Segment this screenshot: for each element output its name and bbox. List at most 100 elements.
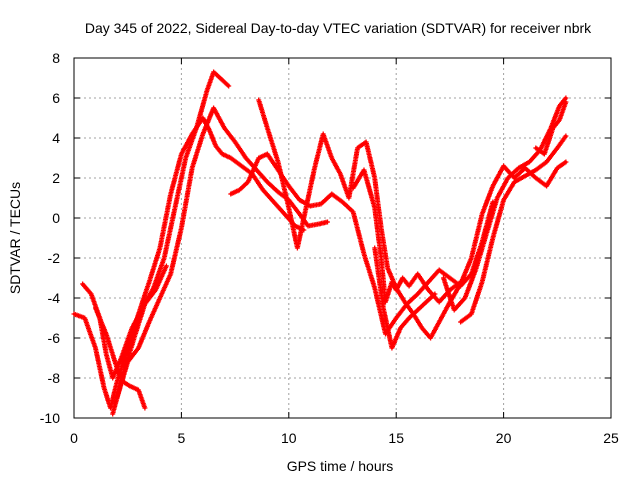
series-track-2: [80, 69, 232, 381]
y-tick-label: -10: [40, 410, 60, 426]
data-point: [158, 296, 162, 300]
data-point: [94, 346, 97, 350]
data-point: [143, 302, 147, 306]
data-point: [556, 166, 559, 170]
data-point: [276, 160, 280, 164]
data-point: [459, 280, 462, 284]
series-marks: [256, 97, 569, 341]
data-point: [390, 346, 394, 350]
data-point: [184, 156, 187, 160]
y-axis-label: SDTVAR / TECUs: [7, 182, 23, 294]
data-point: [169, 192, 172, 196]
data-point: [513, 180, 516, 184]
data-point: [81, 282, 84, 286]
data-point: [416, 292, 419, 296]
data-point: [330, 156, 333, 160]
data-point: [257, 98, 260, 102]
data-point: [416, 308, 419, 312]
data-point: [143, 406, 147, 410]
data-point: [386, 266, 389, 270]
data-point: [528, 160, 531, 164]
series-track-7: [256, 97, 569, 341]
data-point: [395, 316, 398, 320]
y-tick-label: -2: [48, 250, 61, 266]
data-point: [298, 212, 301, 216]
data-point: [90, 292, 93, 296]
data-point: [474, 268, 477, 272]
data-point: [407, 284, 411, 288]
data-point: [485, 232, 488, 236]
data-point: [287, 184, 290, 188]
data-point: [115, 396, 119, 400]
y-tick-label: 0: [52, 210, 60, 226]
data-point: [427, 280, 430, 284]
data-point: [238, 188, 241, 192]
data-point: [545, 184, 548, 188]
data-point: [287, 206, 290, 210]
data-point: [190, 166, 194, 170]
y-tick-label: 8: [52, 50, 60, 66]
data-point: [356, 146, 359, 150]
data-point: [442, 276, 445, 280]
data-point: [543, 152, 546, 156]
data-point: [261, 188, 265, 192]
x-tick-label: 25: [603, 430, 619, 446]
data-point: [459, 320, 462, 324]
data-point: [380, 226, 383, 230]
data-point: [257, 156, 260, 160]
series-track-11: [458, 133, 569, 325]
y-tick-label: 4: [52, 130, 60, 146]
grid-lines: [74, 58, 611, 418]
data-point: [154, 288, 157, 292]
data-point: [180, 226, 183, 230]
data-point: [373, 176, 376, 180]
data-point: [158, 246, 162, 250]
data-point: [214, 144, 217, 148]
data-point: [448, 276, 452, 280]
data-point: [102, 386, 106, 390]
data-point: [246, 180, 250, 184]
data-point: [126, 360, 129, 364]
data-point: [362, 168, 366, 172]
data-point: [266, 126, 269, 130]
data-point: [558, 104, 561, 108]
data-point: [403, 300, 406, 304]
series-marks: [114, 105, 330, 401]
data-point: [240, 164, 243, 168]
data-point: [283, 212, 286, 216]
data-point: [195, 126, 198, 130]
data-point: [395, 288, 398, 292]
data-point: [272, 200, 275, 204]
x-tick-label: 15: [388, 430, 404, 446]
data-point: [105, 332, 108, 336]
data-point: [390, 280, 394, 284]
data-point: [83, 316, 86, 320]
data-point: [201, 132, 205, 136]
x-tick-label: 5: [178, 430, 186, 446]
data-point: [319, 202, 323, 206]
data-point: [407, 316, 411, 320]
data-point: [545, 160, 548, 164]
data-point: [148, 320, 151, 324]
data-point: [470, 256, 473, 260]
series-track-12: [533, 99, 569, 157]
data-point: [330, 192, 333, 196]
data-point: [534, 168, 537, 172]
data-point: [227, 84, 230, 88]
data-point: [165, 264, 168, 268]
y-tick-label: 2: [52, 170, 60, 186]
data-point: [480, 280, 484, 284]
data-point: [401, 276, 404, 280]
data-point: [564, 160, 568, 164]
data-point: [399, 326, 402, 330]
data-point: [212, 70, 215, 74]
data-point: [180, 152, 183, 156]
series-marks: [458, 133, 569, 325]
data-point: [130, 326, 134, 330]
data-point: [120, 356, 123, 360]
data-point: [453, 308, 456, 312]
data-point: [266, 152, 269, 156]
data-point: [304, 206, 308, 210]
data-point: [255, 168, 258, 172]
data-point: [373, 206, 376, 210]
